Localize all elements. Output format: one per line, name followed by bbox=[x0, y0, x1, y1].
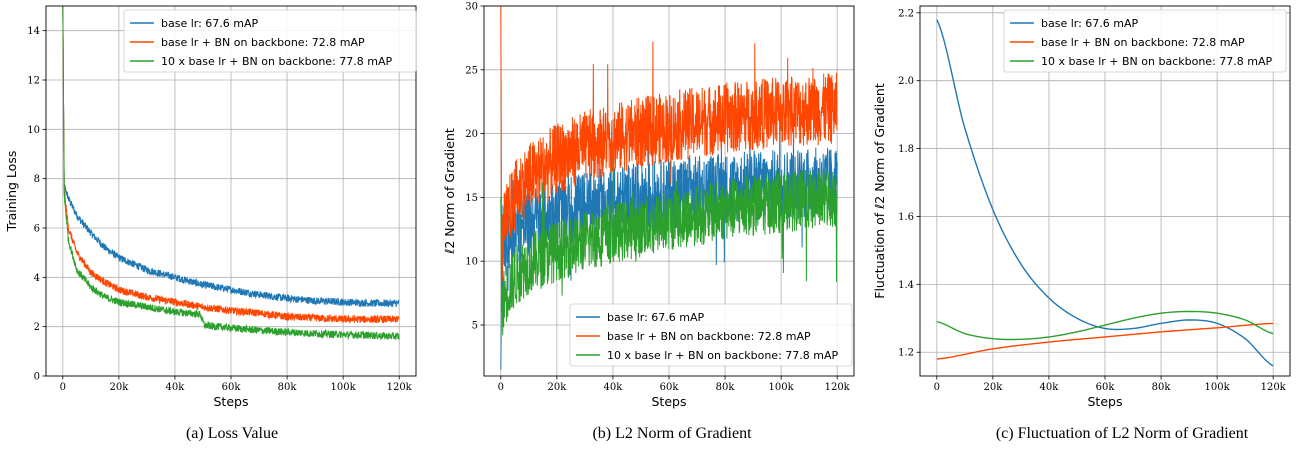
y-axis-label: Fluctuation of ℓ2 Norm of Gradient bbox=[872, 83, 887, 299]
x-tick-label: 20k bbox=[109, 382, 129, 393]
grid bbox=[920, 6, 1290, 376]
legend: base lr: 67.6 mAP base lr + BN on backbon… bbox=[1003, 9, 1287, 73]
legend-box bbox=[1003, 9, 1287, 73]
y-tick-label: 1.2 bbox=[898, 348, 914, 359]
series-line-0 bbox=[936, 19, 1274, 367]
series-line-1 bbox=[62, 6, 400, 324]
y-tick-label: 2.2 bbox=[898, 8, 914, 19]
legend-label: base lr + BN on backbone: 72.8 mAP bbox=[1041, 36, 1245, 49]
x-tick-label: 60k bbox=[660, 382, 680, 393]
y-tick-label: 0 bbox=[34, 372, 40, 383]
caption-b: (b) L2 Norm of Gradient bbox=[592, 425, 752, 442]
chart-loss-value: 0 20k 40k 60k 80k 100k 120k 0 2 4 6 8 10 12 14 Steps Tra… bbox=[4, 5, 417, 409]
x-tick-label: 0 bbox=[60, 382, 66, 393]
y-tick-label: 2 bbox=[34, 322, 40, 333]
legend-label: 10 x base lr + BN on backbone: 77.8 mAP bbox=[1041, 55, 1273, 68]
legend: base lr: 67.6 mAP base lr + BN on backbon… bbox=[123, 9, 417, 73]
y-tick-label: 14 bbox=[27, 26, 40, 37]
legend: base lr: 67.6 mAP base lr + BN on backbon… bbox=[569, 303, 853, 367]
chart-fluctuation-l2-norm: 0 20k 40k 60k 80k 100k 120k 1.2 1.4 1.6 1.8 2.0 2.2 S… bbox=[872, 5, 1291, 409]
y-tick-label: 10 bbox=[27, 125, 40, 136]
legend-label: base lr: 67.6 mAP bbox=[161, 17, 259, 30]
legend-box bbox=[123, 9, 417, 73]
legend-label: 10 x base lr + BN on backbone: 77.8 mAP bbox=[161, 55, 393, 68]
x-tick-label: 0 bbox=[934, 382, 940, 393]
caption-a: (a) Loss Value bbox=[185, 425, 279, 442]
x-tick-label: 100k bbox=[769, 382, 795, 393]
x-tick-label: 120k bbox=[387, 382, 413, 393]
legend-box bbox=[569, 303, 853, 367]
x-tick-label: 80k bbox=[1152, 382, 1172, 393]
y-tick-label: 8 bbox=[34, 174, 40, 185]
x-tick-label: 60k bbox=[1096, 382, 1116, 393]
y-tick-label: 1.8 bbox=[898, 144, 914, 155]
x-axis-label: Steps bbox=[1088, 394, 1123, 409]
x-tick-label: 40k bbox=[604, 382, 624, 393]
x-tick-label: 20k bbox=[547, 382, 567, 393]
legend-label: base lr: 67.6 mAP bbox=[1041, 17, 1139, 30]
y-tick-label: 1.4 bbox=[898, 280, 914, 291]
series-line-0 bbox=[62, 6, 400, 308]
caption-c: (c) Fluctuation of L2 Norm of Gradient bbox=[995, 425, 1249, 442]
x-tick-label: 40k bbox=[1040, 382, 1060, 393]
series-line-2 bbox=[936, 310, 1274, 341]
series-line-0 bbox=[500, 106, 838, 370]
x-tick-label: 20k bbox=[983, 382, 1003, 393]
y-tick-label: 12 bbox=[27, 76, 40, 87]
x-tick-label: 100k bbox=[331, 382, 357, 393]
series-line-1 bbox=[936, 322, 1274, 360]
y-tick-label: 2.0 bbox=[898, 76, 914, 87]
legend-label: base lr + BN on backbone: 72.8 mAP bbox=[161, 36, 365, 49]
legend-label: base lr + BN on backbone: 72.8 mAP bbox=[607, 330, 811, 343]
series-line-2 bbox=[500, 157, 838, 336]
y-tick-label: 10 bbox=[465, 257, 478, 268]
x-axis-label: Steps bbox=[214, 394, 249, 409]
y-tick-label: 4 bbox=[34, 273, 40, 284]
y-tick-label: 25 bbox=[465, 65, 478, 76]
x-tick-label: 80k bbox=[278, 382, 298, 393]
x-tick-label: 60k bbox=[222, 382, 242, 393]
y-tick-label: 1.6 bbox=[898, 212, 914, 223]
chart-l2-norm-gradient: 0 20k 40k 60k 80k 100k 120k 5 10 15 20 25 30 Steps ℓ2 … bbox=[442, 2, 855, 409]
x-axis-label: Steps bbox=[652, 394, 687, 409]
x-tick-label: 120k bbox=[1261, 382, 1287, 393]
x-tick-label: 80k bbox=[716, 382, 736, 393]
legend-label: base lr: 67.6 mAP bbox=[607, 311, 705, 324]
y-tick-label: 30 bbox=[465, 2, 478, 13]
x-tick-label: 120k bbox=[825, 382, 851, 393]
x-tick-label: 0 bbox=[498, 382, 504, 393]
y-axis-label: Training Loss bbox=[4, 151, 19, 233]
y-tick-label: 5 bbox=[472, 320, 478, 331]
series-line-2 bbox=[62, 6, 400, 341]
x-tick-label: 100k bbox=[1205, 382, 1231, 393]
y-axis-label: ℓ2 Norm of Gradient bbox=[442, 128, 457, 255]
legend-label: 10 x base lr + BN on backbone: 77.8 mAP bbox=[607, 349, 839, 362]
y-tick-label: 15 bbox=[465, 193, 478, 204]
y-tick-label: 6 bbox=[34, 224, 40, 235]
y-tick-label: 20 bbox=[465, 129, 478, 140]
series-line-1 bbox=[500, 6, 838, 282]
x-tick-label: 40k bbox=[166, 382, 186, 393]
